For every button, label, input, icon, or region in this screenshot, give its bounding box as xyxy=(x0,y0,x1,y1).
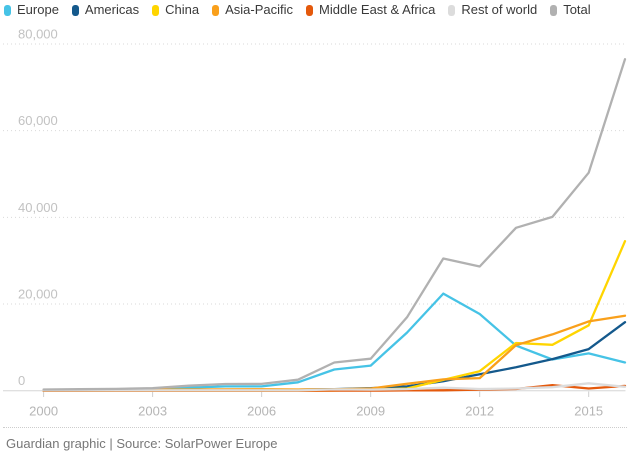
legend-item-china: China xyxy=(152,2,199,18)
y-axis-label-0: 0 xyxy=(18,373,25,388)
series-line-americas xyxy=(42,321,627,392)
legend-label-middle-east-africa: Middle East & Africa xyxy=(319,2,436,17)
x-axis-label-2006: 2006 xyxy=(247,404,276,419)
legend-swatch-china xyxy=(152,4,160,16)
x-axis-label-2015: 2015 xyxy=(574,404,603,419)
legend-swatch-rest-of-world xyxy=(448,4,456,16)
legend-swatch-middle-east-africa xyxy=(306,4,313,16)
legend-swatch-americas xyxy=(71,4,79,16)
legend-item-asia-pacific: Asia-Pacific xyxy=(212,2,293,18)
footer-divider xyxy=(3,427,627,428)
series-line-china xyxy=(42,240,627,392)
legend-label-asia-pacific: Asia-Pacific xyxy=(225,2,293,17)
legend-item-europe: Europe xyxy=(4,2,59,18)
footer-credit: Guardian graphic | Source: SolarPower Eu… xyxy=(6,436,278,451)
legend-label-rest-of-world: Rest of world xyxy=(461,2,538,17)
legend-label-americas: Americas xyxy=(84,2,140,17)
x-axis-label-2003: 2003 xyxy=(138,404,167,419)
legend: Europe Americas China Asia-Pacific Middle Ea… xyxy=(4,2,591,18)
legend-item-americas: Americas xyxy=(71,2,140,18)
legend-swatch-asia-pacific xyxy=(212,4,220,16)
series-line-total xyxy=(42,58,627,391)
legend-swatch-europe xyxy=(4,4,11,16)
y-axis-label-80000: 80,000 xyxy=(18,27,58,42)
series-line-rest-of-world xyxy=(42,382,627,392)
y-axis-label-40000: 40,000 xyxy=(18,200,58,215)
legend-item-rest-of-world: Rest of world xyxy=(448,2,537,18)
y-axis-label-20000: 20,000 xyxy=(18,287,58,302)
legend-label-total: Total xyxy=(563,2,591,17)
legend-item-total: Total xyxy=(550,2,591,18)
x-axis-label-2000: 2000 xyxy=(29,404,58,419)
y-axis-label-60000: 60,000 xyxy=(18,113,58,128)
legend-label-china: China xyxy=(165,2,200,17)
legend-item-middle-east-africa: Middle East & Africa xyxy=(306,2,435,18)
x-axis-label-2009: 2009 xyxy=(356,404,385,419)
x-axis-label-2012: 2012 xyxy=(465,404,494,419)
legend-label-europe: Europe xyxy=(17,2,59,17)
legend-swatch-total xyxy=(550,4,558,16)
series-line-europe xyxy=(42,292,627,392)
